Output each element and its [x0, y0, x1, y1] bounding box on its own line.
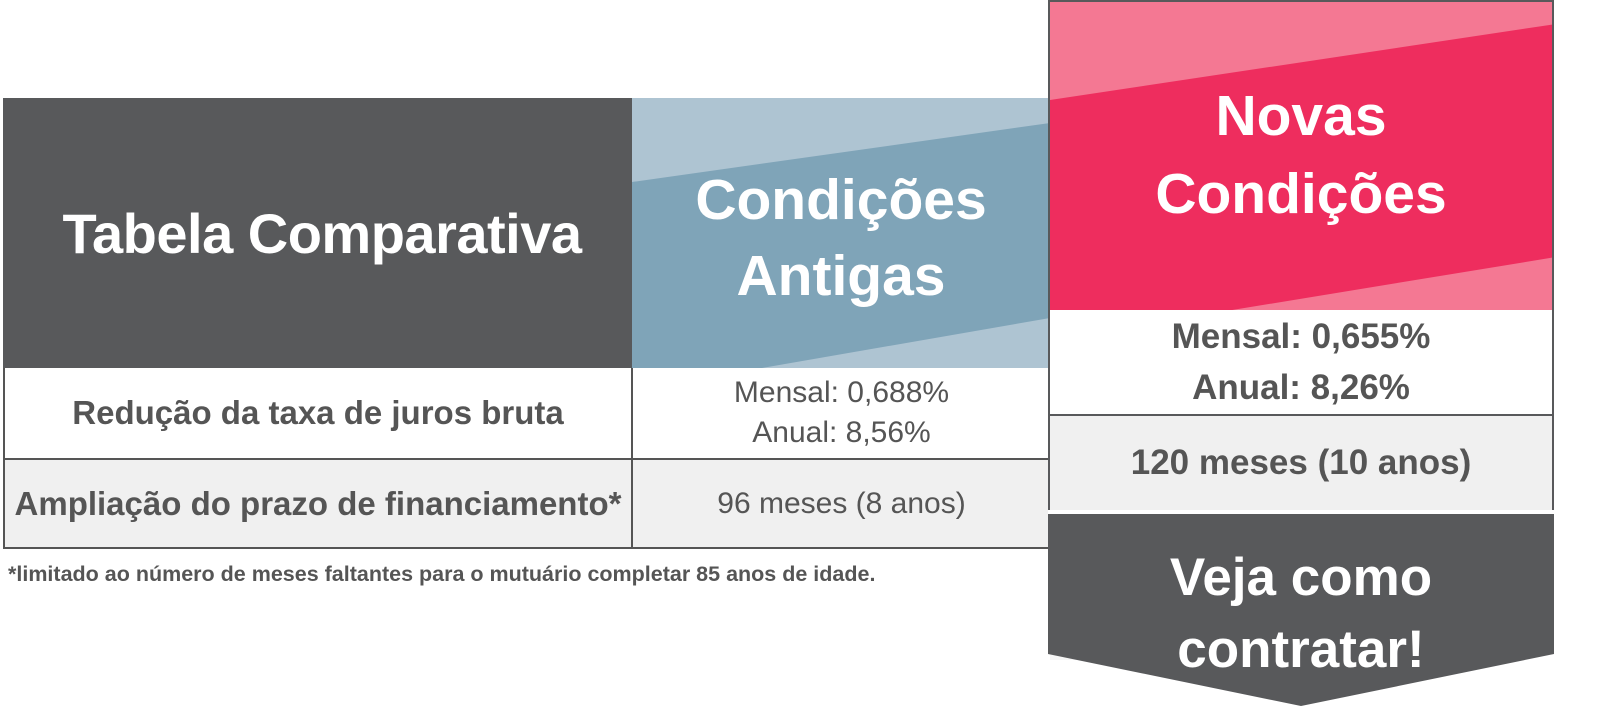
old-term-value: 96 meses (8 anos) [633, 460, 1050, 547]
column-divider [631, 368, 633, 549]
old-interest-value: Mensal: 0,688% Anual: 8,56% [633, 368, 1050, 458]
new-annual-rate: Anual: 8,26% [1192, 368, 1410, 407]
row-label-text: Redução da taxa de juros bruta [72, 394, 564, 431]
new-interest-value: Mensal: 0,655% Anual: 8,26% [1048, 310, 1554, 414]
cta-label[interactable]: Veja como contratar! [1169, 548, 1433, 679]
row-label-interest: Redução da taxa de juros bruta [5, 368, 631, 458]
row-label-term: Ampliação do prazo de financiamento* [5, 460, 631, 547]
table-row [5, 460, 1050, 547]
new-term-text: 120 meses (10 anos) [1130, 443, 1472, 482]
new-conditions-title: Novas Condições [1155, 83, 1447, 226]
old-term-text: 96 meses (8 anos) [717, 486, 966, 520]
old-monthly-rate: Mensal: 0,688% [733, 376, 950, 409]
row-divider [1048, 414, 1554, 416]
cta-banner-shape [1048, 514, 1554, 706]
new-header-stripes [1050, 2, 1552, 310]
row-divider [3, 458, 1050, 460]
new-monthly-rate: Mensal: 0,655% [1171, 317, 1431, 356]
cta-banner-button[interactable]: Veja como contratar! [1048, 514, 1554, 718]
row-gap [1048, 510, 1554, 514]
table-title-cell: Tabela Comparativa [3, 98, 633, 368]
table-row [5, 368, 1050, 458]
old-conditions-title: Condições Antigas [695, 168, 987, 308]
row-label-text: Ampliação do prazo de financiamento* [14, 484, 622, 522]
old-header-stripes [632, 98, 1050, 368]
footnote: *limitado ao número de meses faltantes p… [8, 562, 876, 586]
new-conditions-header: Novas Condições [1048, 0, 1554, 310]
new-term-value: 120 meses (10 anos) [1048, 416, 1554, 510]
old-annual-rate: Anual: 8,56% [752, 416, 931, 449]
table-title: Tabela Comparativa [62, 201, 582, 265]
old-conditions-header: Condições Antigas [632, 98, 1050, 368]
